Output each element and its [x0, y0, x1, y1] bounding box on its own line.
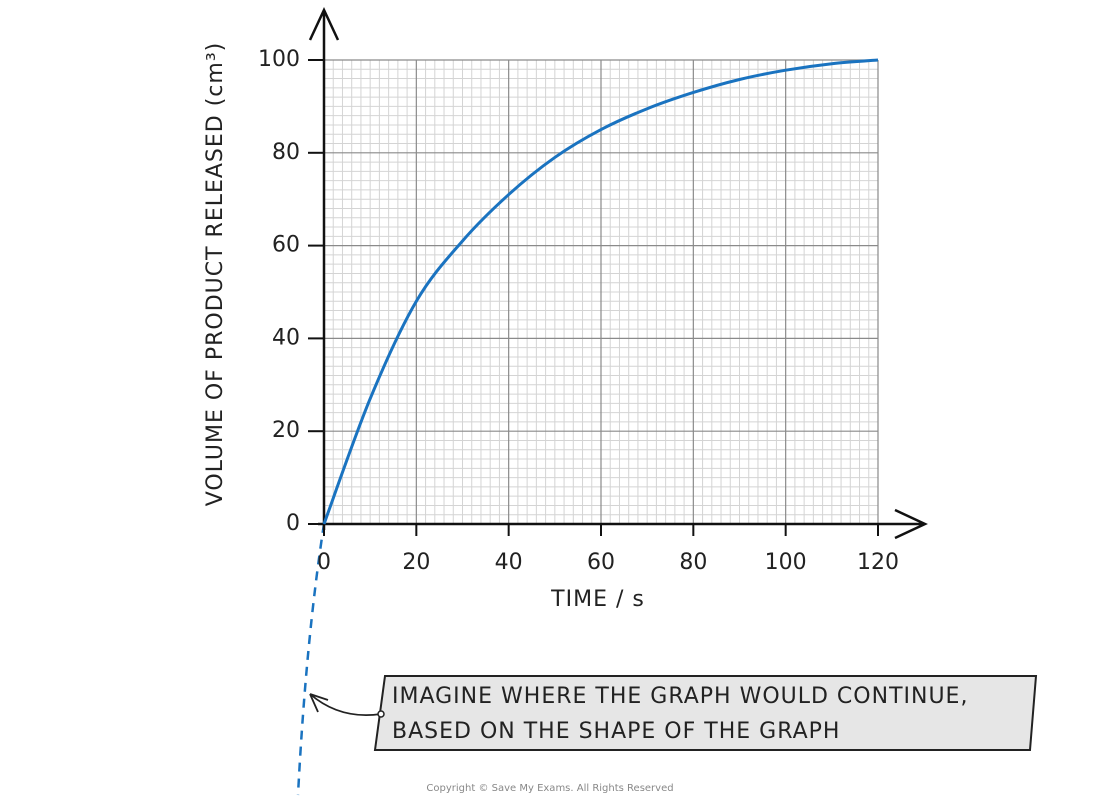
annotation-dot: [377, 710, 385, 718]
y-tick-label: 40: [272, 325, 300, 350]
grid: [323, 59, 879, 525]
y-tick-label: 20: [272, 418, 300, 443]
y-tick-label: 100: [258, 47, 300, 72]
data-line: [322, 58, 879, 525]
annotation-box: [373, 675, 1038, 751]
x-tick-label: 100: [765, 550, 807, 575]
annotation-line: BASED ON THE SHAPE OF THE GRAPH: [392, 719, 840, 744]
x-tick-label: 0: [317, 550, 331, 575]
x-tick-label: 120: [857, 550, 899, 575]
x-axis-label: TIME / s: [550, 587, 645, 612]
y-tick-label: 60: [272, 233, 300, 258]
x-tick-label: 60: [587, 550, 615, 575]
annotation-arrow: [309, 693, 382, 716]
y-tick-label: 0: [286, 511, 300, 536]
x-tick-label: 40: [495, 550, 523, 575]
y-axis-label: VOLUME OF PRODUCT RELEASED (cm³): [203, 42, 228, 507]
x-tick-label: 80: [679, 550, 707, 575]
axes: [308, 7, 928, 540]
y-tick-label: 80: [272, 140, 300, 165]
copyright: Copyright © Save My Exams. All Rights Re…: [426, 783, 673, 794]
x-tick-label: 20: [402, 550, 430, 575]
annotation-line: IMAGINE WHERE THE GRAPH WOULD CONTINUE,: [392, 684, 968, 709]
